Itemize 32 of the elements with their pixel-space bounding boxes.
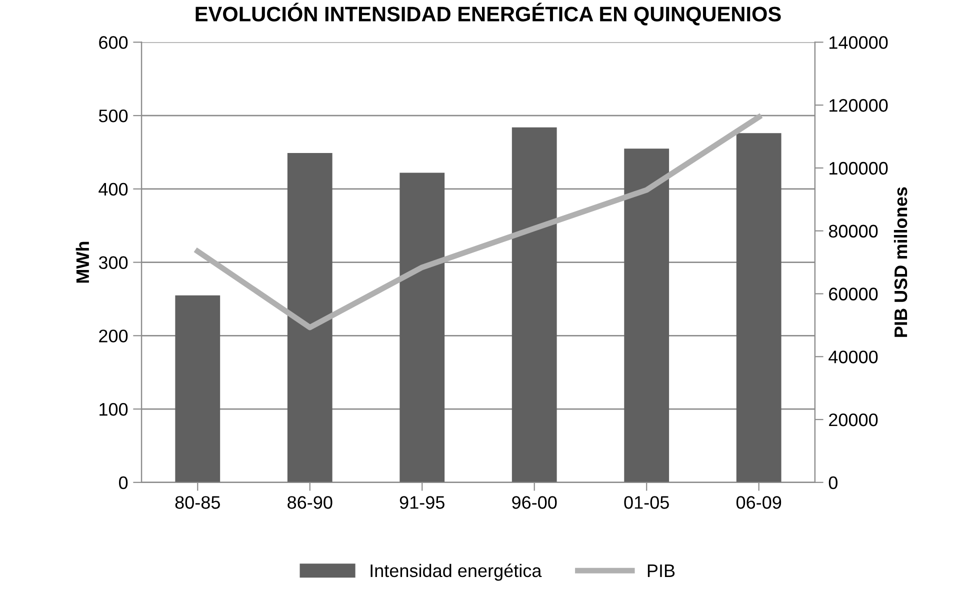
- y-tick-label: 100: [100, 402, 128, 416]
- y2-tick-label: 120000: [830, 99, 888, 112]
- y2-tick-label: 0: [828, 476, 838, 490]
- bar: [287, 152, 332, 482]
- bar: [624, 148, 670, 482]
- y-tick-label: 500: [98, 110, 128, 122]
- bar: [736, 133, 782, 482]
- y-tick-label: 300: [98, 256, 128, 270]
- x-tick-label: 80-85: [175, 496, 220, 509]
- y-tick-label: 400: [98, 182, 128, 196]
- bar: [512, 127, 557, 482]
- legend-label: PIB: [648, 564, 675, 577]
- y2-tick-label: 140000: [830, 36, 888, 49]
- y2-tick-label: 80000: [828, 224, 878, 238]
- chart-title: EVOLUCIÓN INTENSIDAD ENERGÉTICA EN QUINQUENIOS: [196, 2, 781, 26]
- y2-tick-label: 40000: [828, 350, 878, 364]
- y-tick-label: 200: [99, 330, 128, 342]
- y-tick-label: 600: [99, 36, 128, 49]
- bar: [400, 172, 445, 482]
- y-tick-label: 0: [118, 476, 128, 490]
- x-tick-label: 96-00: [512, 496, 557, 509]
- y2-tick-label: 100000: [830, 162, 888, 175]
- y2-axis-title: PIB USD millones: [894, 187, 908, 337]
- y2-tick-label: 60000: [829, 288, 878, 300]
- x-tick-label: 06-09: [736, 496, 782, 509]
- legend-label: Intensidad energética: [370, 564, 542, 581]
- x-tick-label: 86-90: [288, 496, 332, 509]
- bar: [175, 295, 220, 482]
- x-tick-label: 01-05: [624, 496, 669, 509]
- x-tick-label: 91-95: [400, 496, 444, 509]
- y-axis-title: MWh: [76, 242, 89, 283]
- y2-tick-label: 20000: [829, 413, 878, 426]
